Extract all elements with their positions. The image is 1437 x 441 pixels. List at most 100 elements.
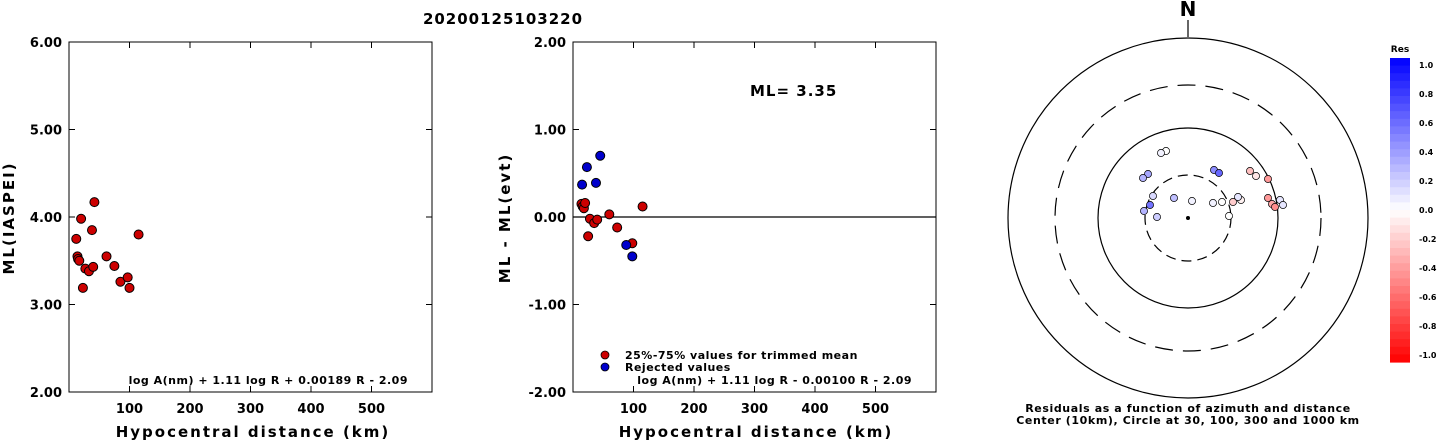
residual-point	[1271, 203, 1279, 211]
colorbar-cell	[1390, 339, 1410, 348]
colorbar-tick-label: 0.2	[1419, 177, 1433, 186]
panel-azimuth-residuals: N Residuals as a function of azimuth and…	[1007, 0, 1369, 427]
y-tick-label: 2.00	[534, 36, 566, 51]
x-tick-label: 200	[176, 402, 203, 417]
polar-caption-line2: Center (10km), Circle at 30, 100, 300 an…	[1016, 414, 1360, 427]
colorbar-tick-label: -1.0	[1419, 351, 1437, 360]
colorbar-cell	[1390, 65, 1410, 74]
plot2-xlabel: Hypocentral distance (km)	[619, 423, 894, 441]
data-point	[86, 225, 97, 236]
plot1-ylabel: ML(IASPEI)	[0, 161, 18, 274]
residual-point	[1153, 213, 1161, 221]
circle-300km	[1054, 84, 1322, 352]
x-tick-label: 100	[116, 402, 143, 417]
x-tick-label: 500	[862, 402, 889, 417]
colorbar-cell	[1390, 141, 1410, 150]
residual-point	[1264, 175, 1272, 183]
colorbar-tick-label: -0.8	[1419, 322, 1437, 331]
colorbar-cell	[1390, 111, 1410, 120]
y-tick-label: -1.00	[529, 299, 566, 314]
colorbar-cell	[1390, 80, 1410, 89]
colorbar-cell	[1390, 270, 1410, 279]
plot2-formula: log A(nm) + 1.11 log R - 0.00100 R - 2.0…	[637, 374, 912, 387]
x-tick-label: 200	[680, 402, 707, 417]
colorbar-cell	[1390, 308, 1410, 317]
trimmed-point	[580, 198, 591, 208]
panel-ml-iaspei: 100 200 300 400 500 2.00 3.00 4.00 5.00 6.00 Hyp…	[0, 36, 433, 441]
x-tick-label: 100	[620, 402, 647, 417]
data-point	[76, 213, 87, 224]
rejected-point	[581, 162, 592, 173]
data-point	[88, 261, 99, 272]
legend-rejected-marker	[600, 362, 610, 372]
colorbar-cell	[1390, 232, 1410, 241]
data-point	[77, 282, 88, 293]
colorbar-tick-label: 0.6	[1419, 119, 1434, 128]
x-tick-label: 400	[297, 402, 324, 417]
trimmed-point	[637, 201, 648, 212]
colorbar-cell	[1390, 293, 1410, 302]
legend-rejected-label: Rejected values	[625, 361, 731, 374]
residual-point	[1252, 172, 1260, 180]
residual-point	[1279, 201, 1287, 209]
colorbar-cell	[1390, 263, 1410, 272]
legend-trimmed-marker	[600, 350, 610, 360]
colorbar-tick-label: 0.8	[1419, 90, 1434, 99]
x-tick-label: 500	[358, 402, 385, 417]
x-tick-label: 400	[801, 402, 828, 417]
colorbar-cell	[1390, 248, 1410, 257]
residual-point	[1140, 207, 1148, 215]
rejected-point	[627, 251, 638, 262]
plot1-formula: log A(nm) + 1.11 log R + 0.00189 R - 2.0…	[129, 374, 408, 387]
colorbar-cell	[1390, 301, 1410, 310]
colorbar-cell	[1390, 179, 1410, 188]
colorbar-tick-label: 0.4	[1419, 148, 1434, 157]
residual-point	[1170, 194, 1178, 202]
colorbar-cell	[1390, 88, 1410, 97]
colorbar-title: Res	[1391, 45, 1409, 55]
y-tick-label: 4.00	[30, 211, 62, 226]
colorbar-cell	[1390, 278, 1410, 287]
colorbar-cell	[1390, 149, 1410, 158]
data-point	[74, 255, 85, 266]
legend-trimmed-label: 25%-75% values for trimmed mean	[625, 349, 858, 362]
epicenter-dot	[1186, 216, 1190, 220]
colorbar-cell	[1390, 96, 1410, 105]
y-tick-label: 3.00	[30, 299, 62, 314]
colorbar-cell	[1390, 118, 1410, 127]
ml-value-text: ML= 3.35	[750, 82, 837, 100]
colorbar-cell	[1390, 324, 1410, 333]
north-label: N	[1180, 0, 1197, 21]
colorbar-cell	[1390, 316, 1410, 325]
panel-ml-residual: 100 200 300 400 500 -2.00 -1.00 0.00 1.00 2.00 H…	[496, 36, 937, 441]
colorbar-cell	[1390, 210, 1410, 219]
figure-title: 20200125103220	[423, 10, 583, 28]
residual-point	[1149, 192, 1157, 200]
colorbar-cell	[1390, 194, 1410, 203]
colorbar-cell	[1390, 134, 1410, 143]
trimmed-point	[604, 209, 615, 220]
trimmed-point	[612, 222, 623, 233]
colorbar-cell	[1390, 286, 1410, 295]
colorbar-cell	[1390, 73, 1410, 82]
residual-point	[1229, 198, 1237, 206]
colorbar-cell	[1390, 255, 1410, 264]
colorbar-cell	[1390, 126, 1410, 135]
colorbar-cell	[1390, 354, 1410, 363]
y-tick-label: 5.00	[30, 124, 62, 139]
residual-point	[1157, 149, 1165, 157]
data-point	[71, 233, 82, 244]
rejected-point	[621, 240, 632, 250]
circle-100km	[1097, 127, 1279, 309]
residual-point	[1146, 201, 1154, 209]
colorbar-cell	[1390, 240, 1410, 249]
y-tick-label: 6.00	[30, 36, 62, 51]
colorbar-cell	[1390, 172, 1410, 181]
data-point	[122, 272, 133, 283]
data-point	[89, 197, 100, 208]
colorbar-tick-label: -0.2	[1419, 235, 1437, 244]
residual-point	[1188, 197, 1196, 205]
circle-1000km	[1007, 37, 1369, 399]
rejected-point	[595, 150, 606, 161]
